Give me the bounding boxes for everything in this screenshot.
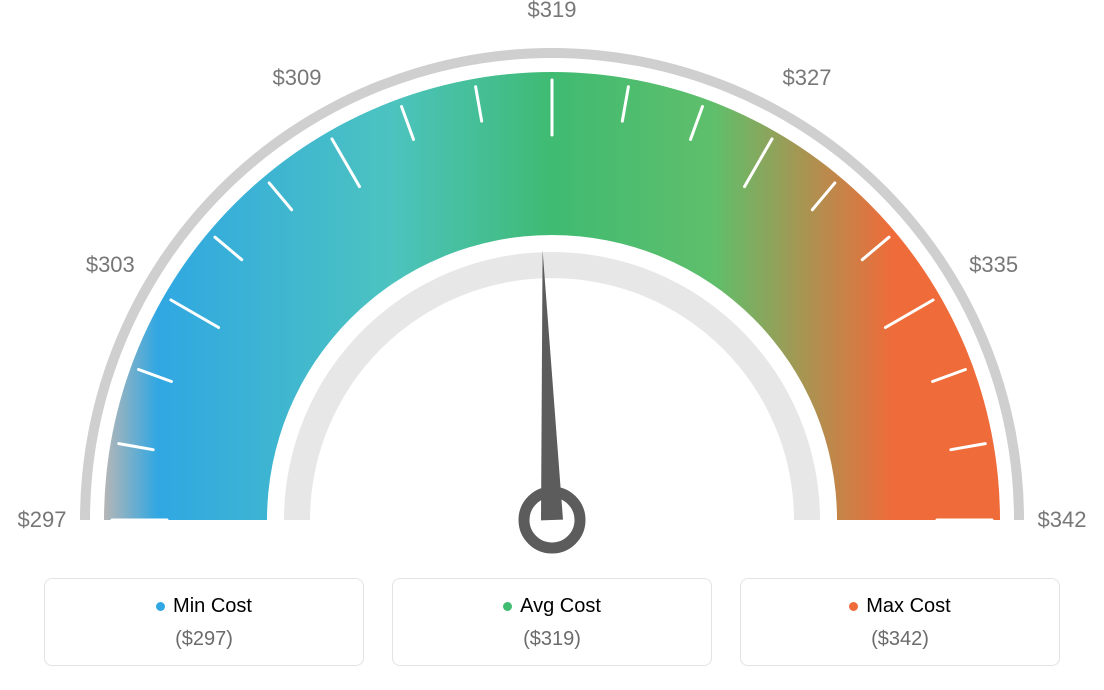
- legend-dot-avg: [503, 602, 512, 611]
- gauge-tick-label: $335: [969, 252, 1018, 278]
- gauge-tick-label: $303: [86, 252, 135, 278]
- legend-card-min: Min Cost ($297): [44, 578, 364, 666]
- gauge-tick-label: $297: [18, 507, 67, 533]
- legend-label-min: Min Cost: [45, 595, 363, 618]
- legend-card-avg: Avg Cost ($319): [392, 578, 712, 666]
- gauge-svg: [0, 0, 1104, 560]
- legend-dot-max: [849, 602, 858, 611]
- legend-value-avg: ($319): [393, 628, 711, 651]
- legend-row: Min Cost ($297) Avg Cost ($319) Max Cost…: [0, 578, 1104, 666]
- gauge-tick-label: $309: [273, 65, 322, 91]
- gauge-tick-label: $319: [528, 0, 577, 23]
- gauge-tick-label: $342: [1038, 507, 1087, 533]
- legend-label-max: Max Cost: [741, 595, 1059, 618]
- gauge-tick-label: $327: [783, 65, 832, 91]
- legend-card-max: Max Cost ($342): [740, 578, 1060, 666]
- legend-label-avg-text: Avg Cost: [520, 595, 601, 618]
- legend-label-max-text: Max Cost: [866, 595, 950, 618]
- legend-label-min-text: Min Cost: [173, 595, 252, 618]
- legend-value-max: ($342): [741, 628, 1059, 651]
- legend-dot-min: [156, 602, 165, 611]
- gauge-chart: $297 $303 $309 $319 $327 $335 $342: [0, 0, 1104, 560]
- legend-label-avg: Avg Cost: [393, 595, 711, 618]
- legend-value-min: ($297): [45, 628, 363, 651]
